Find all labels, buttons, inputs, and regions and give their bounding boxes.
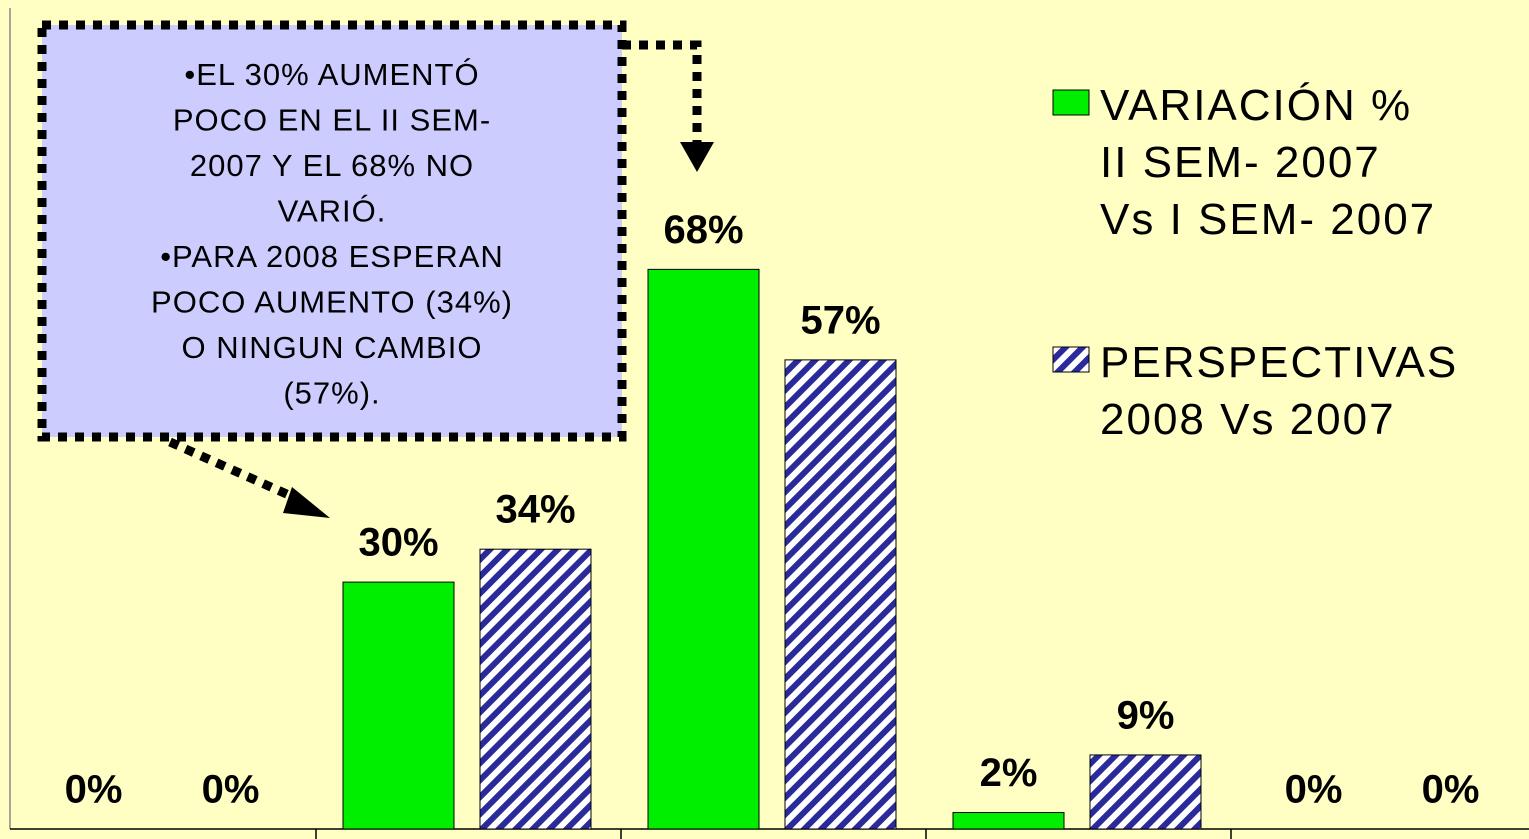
- value-label: 0%: [65, 768, 123, 812]
- value-label: 0%: [1285, 768, 1343, 812]
- value-label: 9%: [1117, 693, 1175, 737]
- legend-label: PERSPECTIVAS 2008 Vs 2007: [1100, 338, 1458, 444]
- bar: [342, 581, 455, 830]
- legend-swatch: [1052, 346, 1090, 373]
- legend-swatch: [1052, 89, 1090, 116]
- arrow-line: [168, 437, 302, 505]
- annotation-text: •EL 30% AUMENTÓ: [184, 57, 479, 92]
- annotation-text: VARIÓ.: [278, 194, 387, 229]
- bar: [647, 268, 760, 830]
- value-label: 68%: [663, 208, 743, 252]
- value-label: 0%: [202, 768, 260, 812]
- value-label: 57%: [800, 298, 880, 342]
- annotation-text: 2007 Y EL 68% NO: [190, 148, 474, 183]
- arrow-line: [622, 40, 702, 145]
- bar: [1089, 754, 1202, 830]
- value-label: 30%: [358, 521, 438, 565]
- annotation-text: O NINGUN CAMBIO: [182, 330, 483, 365]
- bar: [479, 548, 592, 830]
- value-label: 34%: [495, 488, 575, 532]
- annotation-box: [37, 20, 627, 442]
- annotation-text: •PARA 2008 ESPERAN: [160, 239, 504, 274]
- annotation-text: (57%).: [283, 376, 380, 411]
- arrow-head: [283, 487, 330, 518]
- annotation-text: POCO AUMENTO (34%): [151, 285, 513, 320]
- legend-label: VARIACIÓN % II SEM- 2007 Vs I SEM- 2007: [1100, 81, 1436, 244]
- arrow-head: [680, 142, 714, 172]
- annotation-text: POCO EN EL II SEM-: [173, 103, 491, 138]
- bar: [952, 812, 1065, 830]
- bar: [784, 359, 897, 830]
- value-label: 2%: [980, 751, 1038, 795]
- value-label: 0%: [1422, 768, 1480, 812]
